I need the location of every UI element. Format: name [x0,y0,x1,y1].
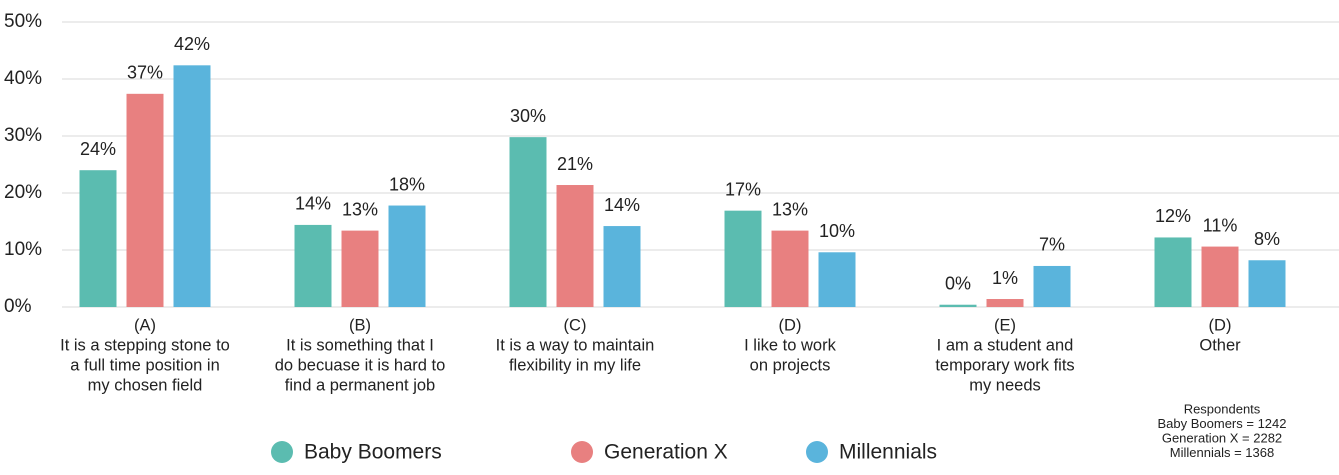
data-label: 42% [174,34,210,54]
x-tick-label: (C) [564,316,587,334]
x-tick-label: find a permanent job [285,376,435,394]
legend-swatch [271,441,293,463]
x-tick-label: on projects [750,356,831,374]
bar [986,299,1024,307]
data-label: 17% [725,179,761,199]
data-label: 14% [604,195,640,215]
bar [509,137,547,307]
data-label: 21% [557,154,593,174]
note: Generation X = 2282 [1162,430,1282,445]
data-label: 13% [772,199,808,219]
note: Respondents [1184,401,1261,416]
legend-swatch [571,441,593,463]
data-label: 14% [295,194,331,214]
x-tick-label: a full time position in [70,356,220,374]
x-tick-label: (E) [994,316,1016,334]
bar [556,185,594,307]
x-tick-label: Other [1199,336,1241,354]
note: Baby Boomers = 1242 [1158,416,1287,431]
x-tick-label: (B) [349,316,371,334]
legend-label: Generation X [604,441,728,464]
x-tick-label: flexibility in my life [509,356,641,374]
bar [939,304,977,307]
data-label: 1% [992,268,1018,288]
x-tick-label: It is a way to maintain [496,336,655,354]
y-tick-label: 20% [4,182,42,203]
data-label: 8% [1254,229,1280,249]
data-label: 37% [127,63,163,83]
x-tick-label: temporary work fits [935,356,1074,374]
x-tick-label: (D) [779,316,802,334]
x-tick-label: It is something that I [286,336,434,354]
bar [724,210,762,307]
legend-label: Baby Boomers [304,441,442,464]
bar [1154,237,1192,307]
legend-label: Millennials [839,441,937,464]
bar [603,226,641,307]
bar [173,65,211,307]
x-tick-label: I am a student and [937,336,1074,354]
bar [388,205,426,307]
y-tick-label: 10% [4,239,42,260]
y-tick-label: 0% [4,296,32,317]
data-label: 18% [389,174,425,194]
y-tick-label: 50% [4,11,42,32]
bar [79,170,117,307]
data-label: 24% [80,139,116,159]
bar [1201,246,1239,307]
bar [1248,260,1286,307]
data-label: 13% [342,199,378,219]
note: Millennials = 1368 [1170,445,1274,460]
bar [1033,265,1071,307]
x-tick-label: my needs [969,376,1041,394]
x-tick-label: It is a stepping stone to [60,336,230,354]
data-label: 30% [510,106,546,126]
bar [818,252,856,307]
legend-swatch [806,441,828,463]
data-label: 0% [945,273,971,293]
data-label: 7% [1039,235,1065,255]
x-tick-label: my chosen field [88,376,203,394]
y-tick-label: 30% [4,125,42,146]
x-tick-label: (A) [134,316,156,334]
data-label: 11% [1203,215,1238,235]
data-label: 12% [1155,206,1191,226]
x-tick-label: I like to work [744,336,836,354]
data-label: 10% [819,221,855,241]
bar [341,230,379,307]
bar [771,230,809,307]
bar [126,93,164,307]
x-tick-label: do becuase it is hard to [275,356,446,374]
x-tick-label: (D) [1209,316,1232,334]
bar [294,224,332,307]
y-tick-label: 40% [4,68,42,89]
